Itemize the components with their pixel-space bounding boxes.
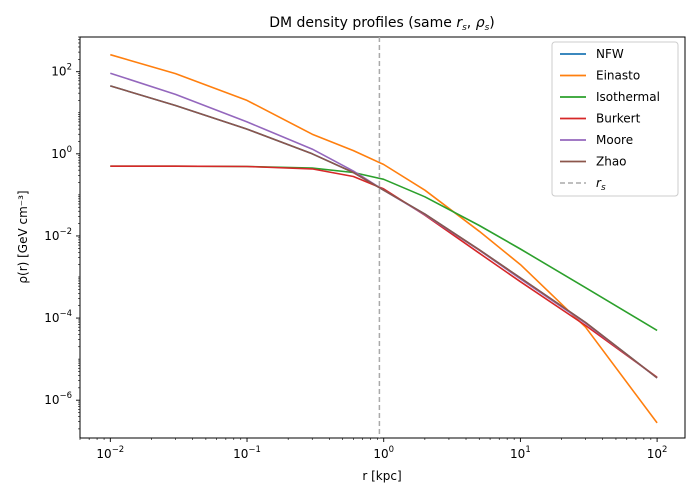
series-layer: [110, 53, 658, 424]
legend-label-rs: rs: [596, 176, 606, 193]
y-tick-label: 10−4: [44, 309, 72, 325]
x-tick-label: 101: [510, 445, 531, 461]
x-tick-label: 10−1: [233, 445, 261, 461]
title-prefix: DM density profiles (same: [269, 15, 456, 31]
chart-title: DM density profiles (same rs, ρs): [269, 15, 495, 33]
series-line-zhao: [110, 85, 658, 379]
series-line-burkert: [110, 165, 658, 378]
legend-label-zhao: Zhao: [596, 155, 627, 169]
legend-label-einasto: Einasto: [596, 69, 640, 83]
x-tick-label: 100: [373, 445, 394, 461]
legend-label-burkert: Burkert: [596, 112, 641, 126]
title-separator: ,: [467, 15, 476, 31]
y-tick-label: 10−6: [44, 391, 72, 407]
plot-area: [79, 36, 686, 439]
y-tick-label: 100: [51, 145, 72, 161]
legend-label-moore: Moore: [596, 133, 633, 147]
title-r-subscript: s: [462, 23, 467, 33]
title-rho-subscript: s: [485, 23, 490, 33]
x-tick-label: 102: [647, 445, 668, 461]
title-suffix: ): [489, 15, 494, 31]
x-tick-label: 10−2: [96, 445, 124, 461]
series-line-einasto: [110, 53, 658, 424]
legend-frame: [551, 41, 679, 197]
title-r-symbol: r: [456, 15, 463, 31]
title-rho-symbol: ρ: [476, 15, 485, 31]
legend-label-nfw: NFW: [596, 47, 624, 61]
y-tick-label: 102: [51, 63, 72, 79]
legend: NFW Einasto Isothermal Burkert Moore Zhao rs: [551, 41, 679, 197]
x-axis-label: r [kpc]: [362, 469, 401, 483]
x-axis-ticks: 10−2 10−1 100 101 102: [79, 438, 668, 461]
y-axis-label: ρ(r) [GeV cm⁻³]: [16, 190, 30, 283]
legend-label-isothermal: Isothermal: [596, 90, 660, 104]
y-axis-ticks: 10−6 10−4 10−2 100 102: [44, 36, 80, 430]
y-tick-label: 10−2: [44, 227, 72, 243]
